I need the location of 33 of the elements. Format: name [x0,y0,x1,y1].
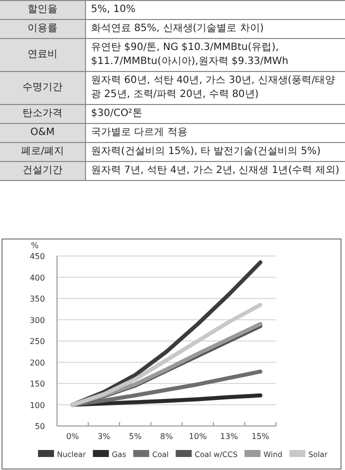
text: 폐로/폐지 [0,142,86,162]
y-axis-title: % [31,241,39,250]
text: 국가별로 다르게 적용 [86,124,345,142]
y-tick-label: 50 [34,422,45,431]
text: 할인율 [0,0,86,20]
y-tick-label: 300 [30,316,45,325]
x-tick-label: 0% [66,432,80,441]
text: 건설기간 [0,162,86,180]
text: $30/CO²톤 [86,104,345,124]
text: 이용률 [0,20,86,38]
x-tick-label: 13% [220,432,238,441]
text: 화석연료 85%, 신재생(기술별로 차이) [86,20,345,38]
y-tick-label: 150 [30,380,45,388]
x-tick-label: 15% [251,432,270,441]
y-tick-label: 200 [30,358,45,368]
y-tick-label: 450 [30,252,45,261]
y-tick-label: 100 [30,400,45,410]
text: 유연탄 $90/톤, NG $10.3/MMBtu(유럽), $11.7/MMBtu(아시아),원자력 $9.33/MWh [86,38,345,72]
y-tick-label: 400 [30,273,45,282]
x-tick-label: 3% [98,432,111,441]
y-tick-label: 350 [30,294,45,304]
text: 5%, 10% [86,0,345,20]
x-tick-label: 5% [128,432,142,441]
text: 연료비 [0,38,86,72]
x-tick-label: 10% [188,432,208,441]
text: 원자력 60년, 석탄 40년, 가스 30년, 신재생(풍력/태양광 25년, 조력/파력 20년, 수력 80년) [86,72,345,104]
text: 수명기간 [0,72,86,104]
x-tick-label: 8% [160,432,174,441]
text: 원자력 7년, 석탄 4년, 가스 2년, 신재생 1년(수력 제외) [86,162,345,180]
text: O&M [0,124,86,142]
text: 탄소가격 [0,104,86,124]
y-tick-label: 250 [30,337,45,346]
text: 원자력(건설비의 15%), 타 발전기술(건설비의 5%) [86,142,345,162]
